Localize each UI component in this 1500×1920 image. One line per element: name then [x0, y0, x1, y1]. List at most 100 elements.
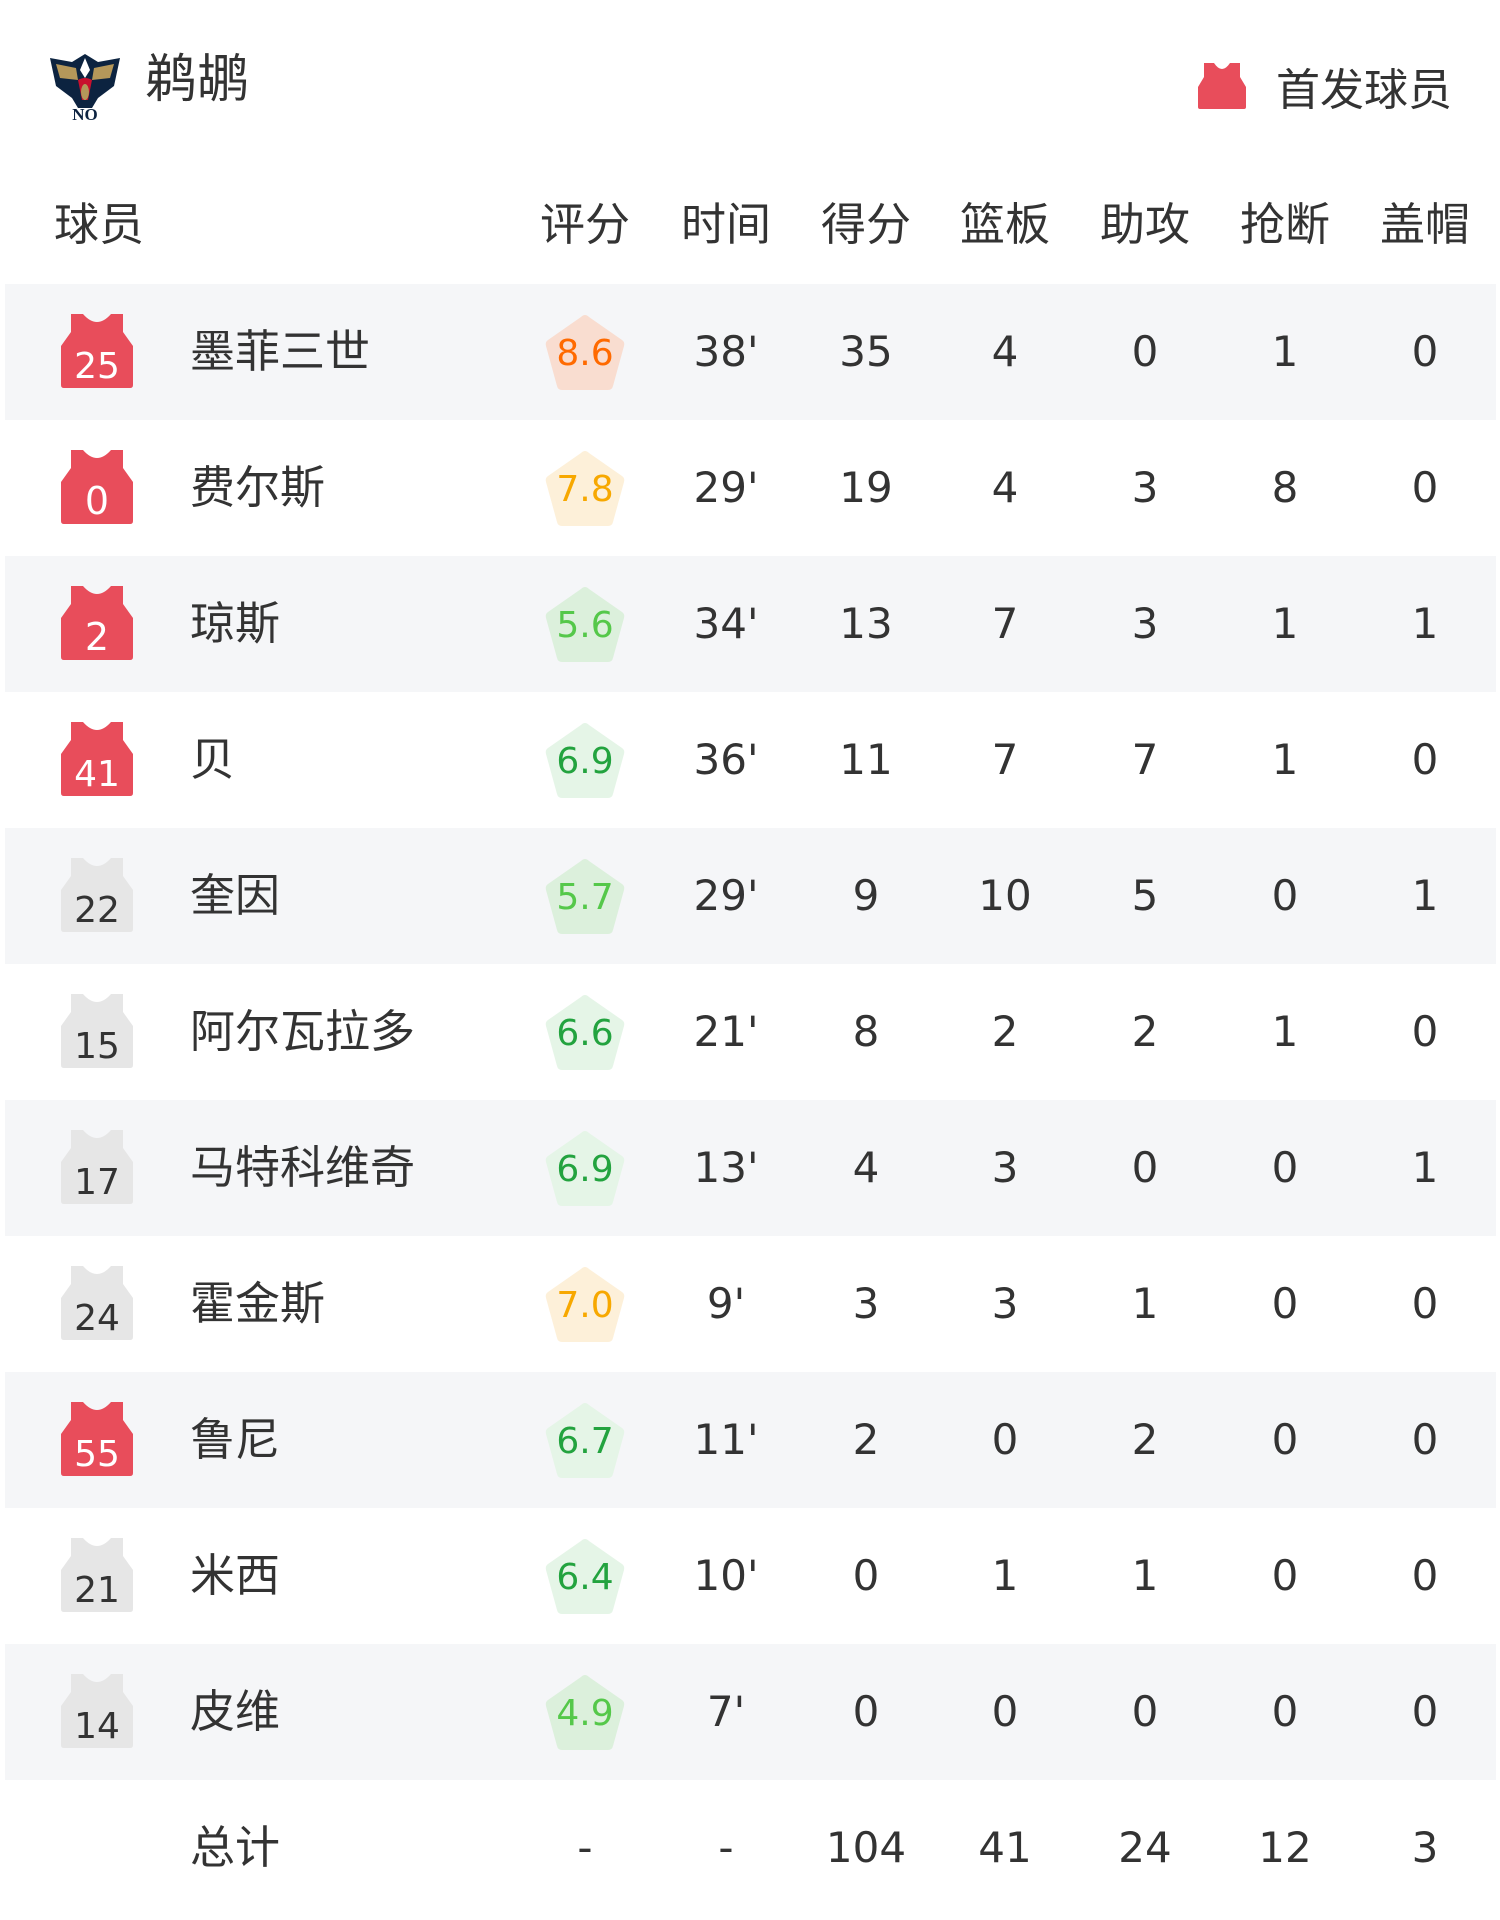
stat-steals: 1 — [1271, 735, 1299, 784]
stat-blocks: 1 — [1411, 1143, 1439, 1192]
stat-blocks: 0 — [1411, 1007, 1439, 1056]
column-header-rating[interactable]: 评分 — [539, 198, 630, 251]
stat-rebounds: 1 — [991, 1551, 1019, 1600]
rating-badge: 4.9 — [543, 1672, 627, 1752]
rating-badge: 7.8 — [543, 448, 627, 528]
pentagon-icon — [545, 315, 625, 390]
stat-time: 11' — [693, 1415, 759, 1464]
player-name[interactable]: 费尔斯 — [190, 461, 326, 514]
rating-value: 6.4 — [556, 1557, 614, 1598]
pentagon-icon — [545, 1675, 625, 1750]
player-row[interactable]: 17 马特科维奇 6.9 13' 4 3 0 0 1 — [5, 1100, 1496, 1236]
jersey-number: 2 — [85, 615, 109, 659]
player-name[interactable]: 贝 — [190, 733, 236, 786]
player-name[interactable]: 墨菲三世 — [190, 325, 371, 378]
stat-steals: 1 — [1271, 599, 1299, 648]
player-name[interactable]: 阿尔瓦拉多 — [190, 1005, 416, 1058]
stat-assists: 1 — [1131, 1279, 1159, 1328]
rating-badge: 6.9 — [543, 1128, 627, 1208]
player-name[interactable]: 皮维 — [190, 1685, 281, 1738]
player-name[interactable]: 奎因 — [190, 869, 281, 922]
column-header-assists[interactable]: 助攻 — [1099, 198, 1190, 251]
rating-value: 6.9 — [556, 741, 614, 782]
rating-badge: 6.7 — [543, 1400, 627, 1480]
total-time: - — [718, 1823, 734, 1872]
stat-blocks: 0 — [1411, 327, 1439, 376]
player-name[interactable]: 马特科维奇 — [190, 1141, 416, 1194]
rating-badge: 6.6 — [543, 992, 627, 1072]
rating-value: 6.7 — [556, 1421, 614, 1462]
stat-steals: 0 — [1271, 1551, 1299, 1600]
stat-rebounds: 7 — [991, 599, 1019, 648]
column-header-points[interactable]: 得分 — [820, 198, 911, 251]
pentagon-icon — [545, 587, 625, 662]
jersey-icon: 15 — [61, 994, 133, 1068]
player-row[interactable]: 22 奎因 5.7 29' 9 10 5 0 1 — [5, 828, 1496, 964]
column-header-blocks[interactable]: 盖帽 — [1379, 198, 1470, 251]
jersey-icon: 55 — [61, 1402, 133, 1476]
stat-blocks: 1 — [1411, 871, 1439, 920]
stat-assists: 3 — [1131, 463, 1159, 512]
team-name: 鹈鹕 — [145, 50, 250, 110]
pentagon-icon — [545, 723, 625, 798]
stat-rebounds: 0 — [991, 1415, 1019, 1464]
pentagon-icon — [545, 1403, 625, 1478]
rating-value: 7.0 — [556, 1285, 614, 1326]
column-header-rebounds[interactable]: 篮板 — [959, 198, 1050, 251]
jersey-number: 17 — [74, 1162, 120, 1203]
jersey-number: 21 — [74, 1570, 120, 1611]
player-name[interactable]: 琼斯 — [190, 597, 281, 650]
player-row[interactable]: 0 费尔斯 7.8 29' 19 4 3 8 0 — [5, 420, 1496, 556]
player-name[interactable]: 鲁尼 — [190, 1413, 281, 1466]
player-row[interactable]: 41 贝 6.9 36' 11 7 7 1 0 — [5, 692, 1496, 828]
stat-rebounds: 10 — [978, 871, 1032, 920]
column-header-steals[interactable]: 抢断 — [1239, 198, 1330, 251]
column-header-time[interactable]: 时间 — [680, 198, 771, 251]
stat-points: 35 — [839, 327, 893, 376]
player-row[interactable]: 15 阿尔瓦拉多 6.6 21' 8 2 2 1 0 — [5, 964, 1496, 1100]
table-header: 球员 评分 时间 得分 篮板 助攻 抢断 盖帽 — [0, 190, 1500, 260]
rating-badge: 5.6 — [543, 584, 627, 664]
stat-points: 13 — [839, 599, 893, 648]
jersey-icon: 14 — [61, 1674, 133, 1748]
player-row[interactable]: 24 霍金斯 7.0 9' 3 3 1 0 0 — [5, 1236, 1496, 1372]
jersey-number: 15 — [74, 1026, 120, 1067]
stat-blocks: 0 — [1411, 1279, 1439, 1328]
jersey-number: 55 — [74, 1434, 120, 1475]
stat-assists: 0 — [1131, 1687, 1159, 1736]
rating-value: 7.8 — [556, 469, 614, 510]
jersey-number: 22 — [74, 890, 120, 931]
stat-points: 8 — [852, 1007, 880, 1056]
stat-steals: 0 — [1271, 1279, 1299, 1328]
stat-assists: 2 — [1131, 1007, 1159, 1056]
rating-value: 4.9 — [556, 1693, 614, 1734]
stat-blocks: 1 — [1411, 599, 1439, 648]
stat-time: 21' — [693, 1007, 759, 1056]
stat-rebounds: 4 — [991, 327, 1019, 376]
player-row[interactable]: 55 鲁尼 6.7 11' 2 0 2 0 0 — [5, 1372, 1496, 1508]
stat-blocks: 0 — [1411, 1687, 1439, 1736]
jersey-icon: 24 — [61, 1266, 133, 1340]
pentagon-icon — [545, 995, 625, 1070]
stat-points: 11 — [839, 735, 893, 784]
player-row[interactable]: 21 米西 6.4 10' 0 1 1 0 0 — [5, 1508, 1496, 1644]
jersey-number: 24 — [74, 1298, 120, 1339]
player-row[interactable]: 14 皮维 4.9 7' 0 0 0 0 0 — [5, 1644, 1496, 1780]
totals-label: 总计 — [190, 1821, 281, 1874]
rating-badge: 6.4 — [543, 1536, 627, 1616]
stat-steals: 1 — [1271, 1007, 1299, 1056]
player-name[interactable]: 米西 — [190, 1549, 281, 1602]
player-name[interactable]: 霍金斯 — [190, 1277, 326, 1330]
jersey-icon — [1198, 63, 1246, 109]
stat-time: 10' — [693, 1551, 759, 1600]
player-row[interactable]: 2 琼斯 5.6 34' 13 7 3 1 1 — [5, 556, 1496, 692]
stat-steals: 0 — [1271, 1687, 1299, 1736]
jersey-number: 14 — [74, 1706, 120, 1747]
pentagon-icon — [545, 859, 625, 934]
stat-blocks: 0 — [1411, 463, 1439, 512]
player-row[interactable]: 25 墨菲三世 8.6 38' 35 4 0 1 0 — [5, 284, 1496, 420]
stat-points: 2 — [852, 1415, 880, 1464]
jersey-number: 41 — [74, 754, 120, 795]
rating-value: 8.6 — [556, 333, 614, 374]
totals-row: 总计 - - 104 41 24 12 3 — [5, 1780, 1496, 1916]
